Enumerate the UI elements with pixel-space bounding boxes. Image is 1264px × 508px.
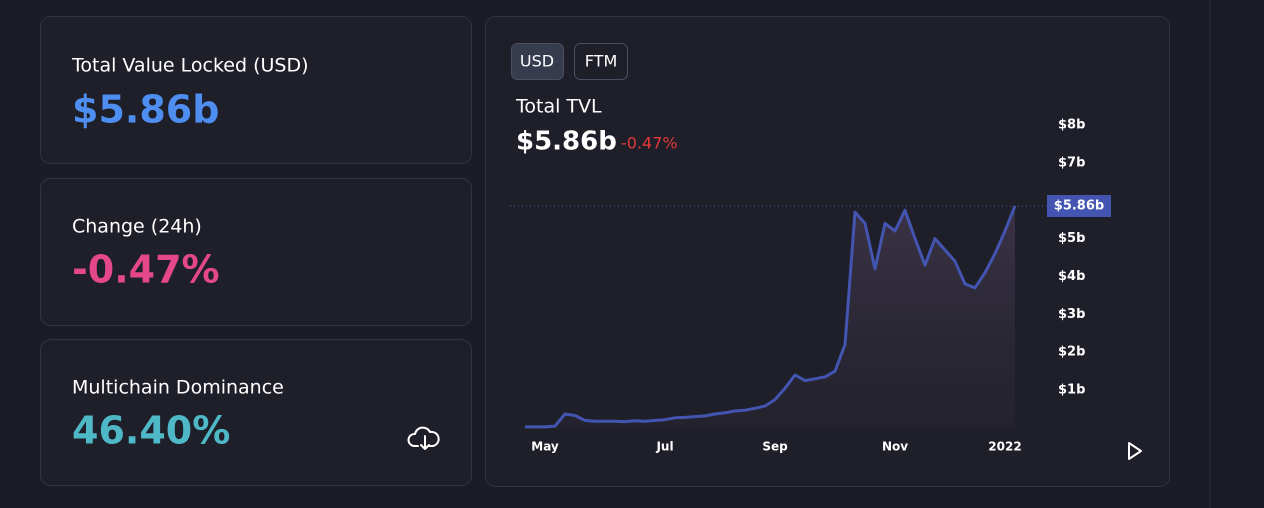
card [40, 178, 472, 326]
toggle-label[interactable]: USD [520, 52, 554, 71]
card [40, 339, 472, 486]
line [525, 205, 1017, 429]
chart-title: Total TVL [515, 96, 602, 118]
play-icon[interactable] [1128, 442, 1142, 460]
current-value-badge [1047, 195, 1111, 218]
toggle-button[interactable] [511, 43, 564, 80]
x-tick-label: 2022 [988, 440, 1021, 454]
card [40, 16, 472, 164]
area-fill [525, 206, 1015, 428]
toggle-button[interactable] [574, 43, 628, 80]
card-value: $5.86b [72, 88, 219, 132]
x-tick-label: Sep [762, 440, 788, 454]
card-value: 46.40% [72, 409, 230, 453]
toggle-label[interactable]: FTM [585, 52, 618, 71]
y-tick-label: $3b [1058, 307, 1085, 322]
y-tick-label: $8b [1058, 117, 1085, 132]
current-value-label: $5.86b [1054, 199, 1104, 214]
chart-subtitle: $5.86b [516, 127, 617, 157]
card-label: Total Value Locked (USD) [71, 55, 309, 77]
plot: $1b $2b $3b $4b $5b $7b $8b May Jul Sep Nov 2022 $5.… [510, 117, 1111, 454]
card-value: -0.47% [72, 248, 220, 292]
download-icon[interactable] [407, 426, 440, 450]
y-tick-label: $7b [1058, 155, 1085, 170]
y-tick-label: $4b [1058, 269, 1085, 284]
y-tick-label: $5b [1058, 231, 1085, 246]
chart-change: -0.47% [621, 134, 678, 153]
y-tick-label: $1b [1058, 383, 1085, 398]
x-tick-label: Jul [655, 440, 673, 454]
card-label: Multichain Dominance [72, 377, 284, 399]
x-tick-label: May [531, 440, 559, 454]
x-tick-label: Nov [882, 440, 908, 454]
y-tick-label: $2b [1058, 345, 1085, 360]
card-label: Change (24h) [72, 216, 202, 238]
